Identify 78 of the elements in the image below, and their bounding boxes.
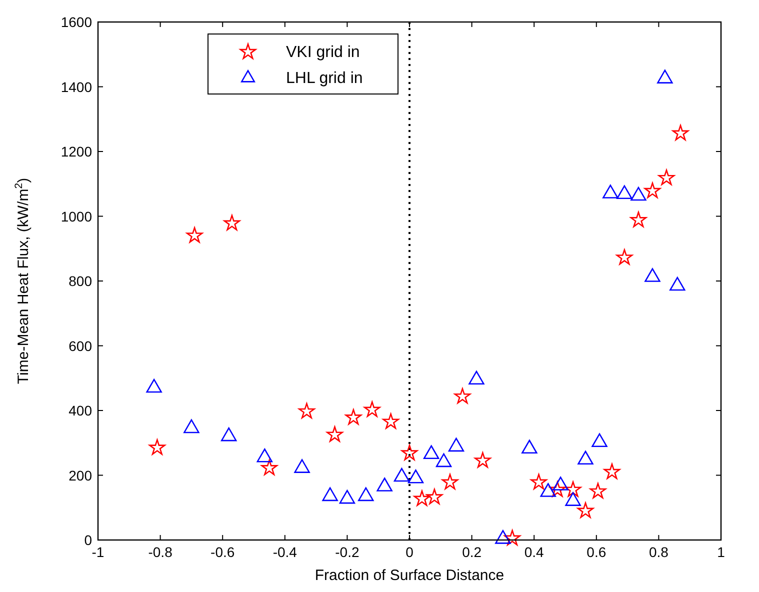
x-axis-title: Fraction of Surface Distance: [314, 567, 504, 584]
point: [382, 413, 399, 429]
point: [530, 474, 547, 490]
point: [376, 478, 392, 492]
x-tick-label: -0.2: [335, 544, 360, 560]
point: [602, 184, 618, 198]
point: [495, 530, 511, 544]
point: [577, 502, 594, 518]
y-tick-label: 200: [68, 467, 92, 484]
point: [590, 482, 606, 498]
point: [294, 459, 310, 473]
y-tick-label: 1400: [60, 78, 92, 95]
point: [616, 185, 632, 200]
point: [261, 460, 278, 476]
point: [146, 378, 162, 393]
point: [522, 440, 538, 454]
point: [339, 490, 356, 504]
point: [256, 448, 273, 462]
point: [326, 426, 343, 442]
x-tick-label: 0.6: [586, 544, 606, 560]
y-tick-label: 1000: [60, 208, 92, 224]
point: [394, 468, 410, 482]
point: [672, 124, 689, 140]
point: [436, 453, 452, 468]
point: [657, 70, 673, 84]
point: [468, 370, 484, 385]
point: [414, 490, 430, 506]
point: [552, 476, 568, 490]
point: [426, 488, 443, 504]
legend-label: VKI grid in: [286, 44, 360, 61]
point: [474, 452, 491, 468]
point: [454, 388, 471, 404]
y-tick-label: 0: [84, 532, 92, 548]
point: [564, 481, 582, 497]
y-tick-label: 1200: [60, 144, 92, 160]
y-tick-label: 800: [68, 273, 92, 289]
point: [442, 474, 458, 490]
point: [578, 450, 594, 465]
point: [322, 487, 338, 502]
point: [549, 481, 566, 497]
legend-label: LHL grid in: [286, 70, 363, 87]
point: [408, 470, 424, 484]
point: [630, 186, 646, 201]
point: [644, 182, 661, 198]
point: [186, 227, 203, 243]
point: [220, 427, 237, 442]
point: [670, 276, 686, 291]
point: [358, 487, 374, 502]
x-tick-label: -0.4: [272, 544, 298, 560]
point: [630, 212, 647, 228]
point: [644, 268, 660, 282]
point: [423, 445, 440, 460]
x-tick-label: 0.8: [648, 544, 669, 560]
point: [448, 438, 464, 452]
y-tick-label: 1600: [60, 14, 92, 30]
x-tick-label: 1: [717, 544, 726, 560]
point: [504, 530, 520, 546]
x-tick-label: -0.8: [148, 544, 173, 560]
point: [658, 170, 675, 186]
point: [364, 401, 380, 417]
x-tick-label: 0: [406, 544, 414, 560]
y-tick-label: 400: [68, 402, 92, 418]
x-tick-label: -1: [92, 544, 104, 560]
x-tick-label: 0.4: [524, 544, 544, 560]
point: [565, 492, 581, 506]
point: [616, 249, 633, 265]
point: [592, 433, 608, 448]
point: [401, 444, 418, 460]
point: [604, 463, 620, 480]
point: [224, 214, 240, 230]
point: [298, 402, 315, 419]
point: [149, 439, 166, 455]
point: [184, 419, 200, 434]
x-tick-label: -0.6: [210, 544, 235, 560]
point: [345, 409, 362, 425]
point: [540, 483, 556, 497]
y-tick-label: 600: [68, 338, 92, 354]
x-tick-label: 0.2: [462, 544, 482, 560]
